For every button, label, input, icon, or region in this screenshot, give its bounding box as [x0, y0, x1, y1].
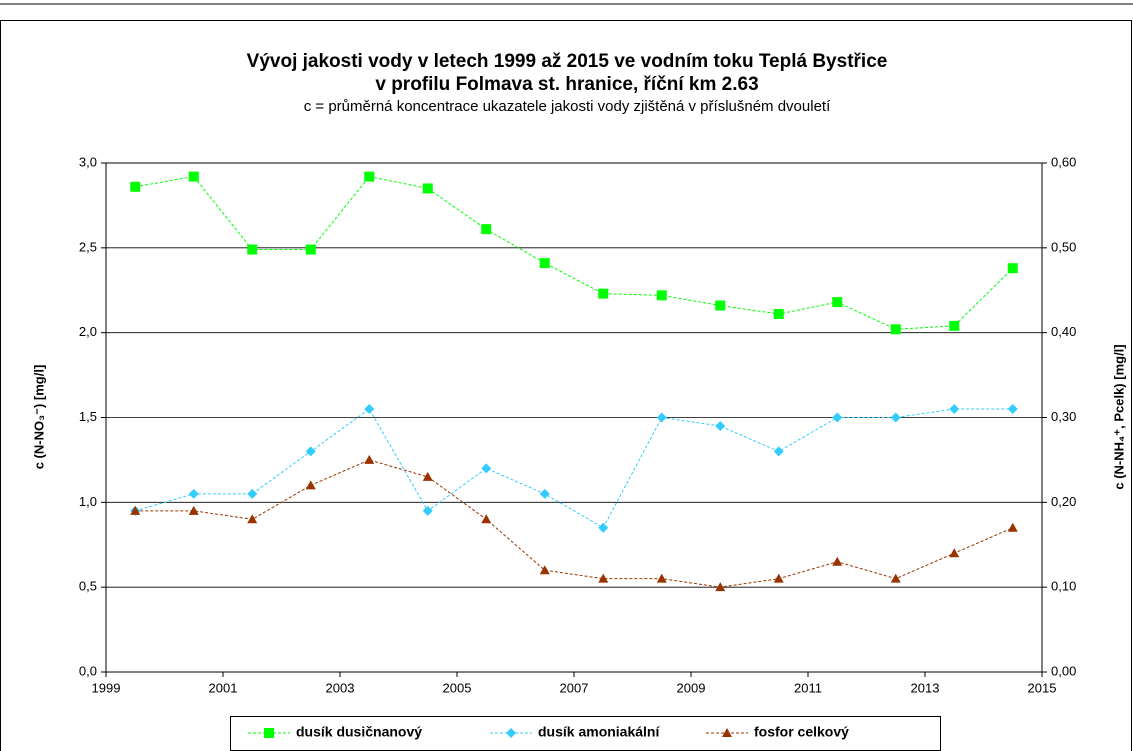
y2-tick-label: 0,50 — [1051, 239, 1076, 254]
marker — [598, 288, 609, 299]
marker — [890, 324, 901, 335]
marker — [1007, 522, 1018, 532]
x-tick-label: 2015 — [1028, 680, 1057, 695]
y-tick-label: 0,5 — [79, 579, 97, 594]
x-tick-label: 2013 — [911, 680, 940, 695]
y-axis-title: c (N-NO₃⁻) [mg/l] — [31, 365, 46, 470]
marker — [773, 309, 784, 320]
marker — [364, 454, 375, 464]
marker — [656, 573, 667, 583]
series-line — [135, 408, 1013, 529]
marker — [1007, 404, 1018, 415]
marker — [949, 320, 960, 331]
marker — [656, 412, 667, 423]
x-tick-label: 2007 — [560, 680, 589, 695]
y-tick-label: 1,0 — [79, 494, 97, 509]
marker — [949, 404, 960, 415]
legend-label: dusík dusičnanový — [296, 724, 422, 740]
marker — [130, 505, 141, 515]
marker — [832, 556, 843, 566]
legend-label: dusík amoniakální — [538, 724, 660, 740]
y2-tick-label: 0,40 — [1051, 324, 1076, 339]
y-tick-label: 3,0 — [79, 154, 97, 169]
legend-box — [230, 716, 941, 751]
legend-label: fosfor celkový — [754, 724, 849, 740]
marker — [715, 300, 726, 311]
marker — [422, 183, 433, 194]
marker — [247, 514, 258, 524]
x-tick-label: 1999 — [92, 680, 121, 695]
marker — [539, 258, 550, 269]
y-tick-label: 1,5 — [79, 409, 97, 424]
chart-title: Vývoj jakosti vody v letech 1999 až 2015… — [247, 51, 888, 72]
x-tick-label: 2005 — [443, 680, 472, 695]
x-tick-label: 2003 — [326, 680, 355, 695]
y2-axis-title: c (N-NH₄⁺, Pcelk) [mg/l] — [1111, 344, 1126, 489]
y-tick-label: 2,5 — [79, 239, 97, 254]
series-line — [135, 176, 1014, 330]
marker — [1007, 263, 1018, 274]
marker — [305, 446, 316, 457]
marker — [773, 573, 784, 583]
x-tick-label: 2009 — [677, 680, 706, 695]
legend-marker — [264, 728, 274, 738]
marker — [305, 480, 316, 490]
marker — [539, 488, 550, 499]
marker — [656, 290, 667, 301]
marker — [773, 446, 784, 457]
marker — [188, 171, 199, 182]
marker — [422, 505, 433, 516]
marker — [481, 224, 492, 235]
marker — [832, 412, 843, 423]
marker — [832, 297, 843, 308]
x-tick-label: 2011 — [794, 680, 822, 695]
plot-frame — [105, 162, 1043, 673]
legend-marker — [506, 728, 516, 738]
y2-tick-label: 0,10 — [1051, 579, 1076, 594]
marker — [247, 244, 258, 255]
legend-marker — [722, 728, 732, 737]
marker — [890, 412, 901, 423]
y2-tick-label: 0,60 — [1051, 154, 1076, 169]
y2-tick-label: 0,20 — [1051, 494, 1076, 509]
x-tick-label: 2001 — [209, 680, 238, 695]
marker — [890, 573, 901, 583]
marker — [481, 514, 492, 524]
marker — [188, 505, 199, 515]
y-tick-label: 0,0 — [79, 663, 97, 678]
chart-frame — [0, 20, 1132, 751]
marker — [364, 404, 375, 415]
marker — [364, 171, 375, 182]
y2-tick-label: 0,30 — [1051, 409, 1076, 424]
marker — [422, 471, 433, 481]
marker — [598, 573, 609, 583]
y2-tick-label: 0,00 — [1051, 663, 1076, 678]
series-line — [135, 459, 1013, 588]
marker — [481, 463, 492, 474]
y-tick-label: 2,0 — [79, 324, 97, 339]
marker — [715, 582, 726, 592]
marker — [188, 488, 199, 499]
marker — [130, 181, 141, 192]
marker — [598, 522, 609, 533]
marker — [247, 488, 258, 499]
chart-note: c = průměrná koncentrace ukazatele jakos… — [304, 98, 831, 115]
marker — [305, 244, 316, 255]
chart-subtitle: v profilu Folmava st. hranice, říční km … — [375, 74, 758, 95]
marker — [949, 548, 960, 558]
marker — [715, 420, 726, 431]
marker — [539, 565, 550, 575]
